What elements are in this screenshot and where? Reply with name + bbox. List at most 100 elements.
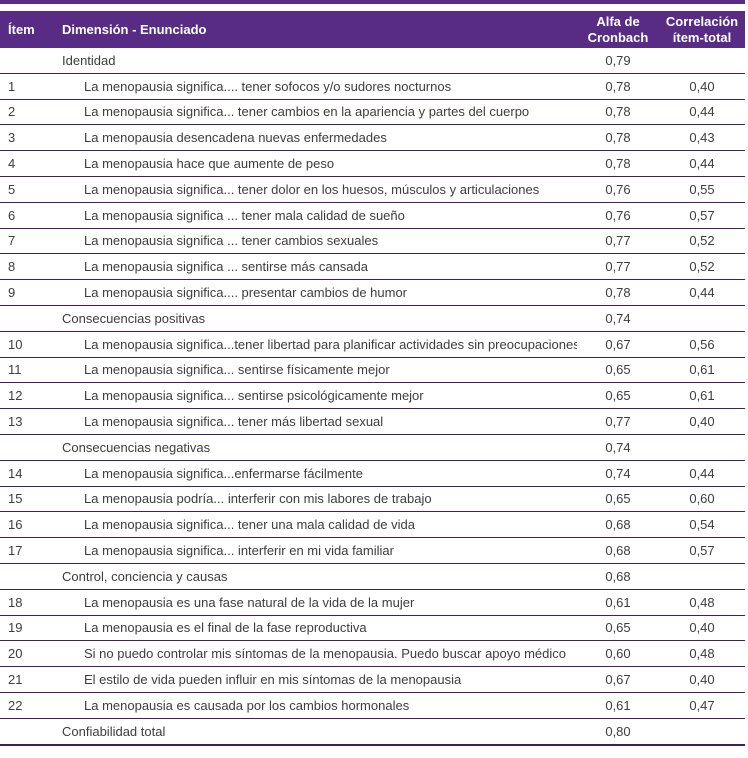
alfa-value: 0,65 xyxy=(577,357,659,384)
item-row: 5 La menopausia significa... tener dolor … xyxy=(0,176,745,203)
top-accent-bar xyxy=(0,0,745,4)
item-number: 9 xyxy=(0,279,54,306)
alfa-value: 0,65 xyxy=(577,486,659,513)
item-number: 6 xyxy=(0,202,54,229)
item-row: 11 La menopausia significa... sentirse fí… xyxy=(0,357,745,384)
item-number: 12 xyxy=(0,382,54,410)
item-number: 18 xyxy=(0,589,54,616)
item-number: 19 xyxy=(0,615,54,642)
alfa-value: 0,78 xyxy=(577,99,659,126)
correlacion-value xyxy=(659,305,745,332)
item-number xyxy=(0,718,54,746)
alfa-value: 0,80 xyxy=(577,718,659,746)
item-row: 4 La menopausia hace que aumente de peso 0… xyxy=(0,150,745,177)
enunciado-text: La menopausia es causada por los cambios… xyxy=(54,692,577,719)
section-row: Consecuencias negativas 0,74 xyxy=(0,434,745,461)
alfa-value: 0,76 xyxy=(577,176,659,203)
item-row: 2 La menopausia significa... tener cambio… xyxy=(0,99,745,126)
item-number: 5 xyxy=(0,176,54,203)
item-row: 12 La menopausia significa... sentirse ps… xyxy=(0,382,745,410)
item-row: 19 La menopausia es el final de la fase r… xyxy=(0,615,745,642)
correlacion-value xyxy=(659,434,745,461)
alfa-value: 0,77 xyxy=(577,228,659,255)
correlacion-value: 0,44 xyxy=(659,150,745,177)
alfa-value: 0,78 xyxy=(577,124,659,152)
section-row: Control, conciencia y causas 0,68 xyxy=(0,563,745,590)
alfa-value: 0,77 xyxy=(577,408,659,435)
item-number xyxy=(0,563,54,590)
enunciado-text: La menopausia es una fase natural de la … xyxy=(54,589,577,616)
enunciado-text: La menopausia significa...tener libertad… xyxy=(54,331,577,358)
enunciado-text: La menopausia significa... tener más lib… xyxy=(54,408,577,435)
enunciado-text: Control, conciencia y causas xyxy=(54,563,577,590)
item-number: 11 xyxy=(0,357,54,384)
item-row: 13 La menopausia significa... tener más l… xyxy=(0,408,745,435)
alfa-value: 0,74 xyxy=(577,305,659,332)
alfa-value: 0,65 xyxy=(577,615,659,642)
enunciado-text: Identidad xyxy=(54,48,577,74)
item-number: 8 xyxy=(0,253,54,281)
enunciado-text: La menopausia significa... sentirse físi… xyxy=(54,357,577,384)
item-row: 21 El estilo de vida pueden influir en mi… xyxy=(0,666,745,693)
item-row: 14 La menopausia significa...enfermarse f… xyxy=(0,460,745,487)
item-number: 14 xyxy=(0,460,54,487)
item-row: 1 La menopausia significa.... tener sofoc… xyxy=(0,73,745,100)
item-number: 4 xyxy=(0,150,54,177)
alfa-value: 0,77 xyxy=(577,253,659,281)
section-row: Consecuencias positivas 0,74 xyxy=(0,305,745,332)
item-number: 22 xyxy=(0,692,54,719)
header-dimension: Dimensión - Enunciado xyxy=(54,11,577,48)
correlacion-value: 0,57 xyxy=(659,537,745,564)
correlacion-value xyxy=(659,48,745,74)
enunciado-text: La menopausia desencadena nuevas enferme… xyxy=(54,124,577,152)
correlacion-value: 0,44 xyxy=(659,99,745,126)
enunciado-text: La menopausia es el final de la fase rep… xyxy=(54,615,577,642)
enunciado-text: La menopausia significa.... tener sofoco… xyxy=(54,73,577,100)
item-number: 13 xyxy=(0,408,54,435)
alfa-value: 0,61 xyxy=(577,692,659,719)
correlacion-value: 0,57 xyxy=(659,202,745,229)
correlacion-value: 0,48 xyxy=(659,589,745,616)
item-number xyxy=(0,305,54,332)
enunciado-text: La menopausia significa ... sentirse más… xyxy=(54,253,577,281)
alfa-value: 0,67 xyxy=(577,331,659,358)
alfa-value: 0,68 xyxy=(577,511,659,539)
enunciado-text: La menopausia significa.... presentar ca… xyxy=(54,279,577,306)
alfa-value: 0,79 xyxy=(577,48,659,74)
alfa-value: 0,67 xyxy=(577,666,659,693)
correlacion-value: 0,47 xyxy=(659,692,745,719)
table-header: Ítem Dimensión - Enunciado Alfa de Cronb… xyxy=(0,11,745,48)
item-row: 16 La menopausia significa... tener una m… xyxy=(0,511,745,539)
header-correlacion-item-total: Correlación ítem-total xyxy=(659,11,745,48)
item-number: 10 xyxy=(0,331,54,358)
enunciado-text: La menopausia significa... tener dolor e… xyxy=(54,176,577,203)
correlacion-value: 0,54 xyxy=(659,511,745,539)
enunciado-text: Confiabilidad total xyxy=(54,718,577,746)
alfa-value: 0,74 xyxy=(577,434,659,461)
header-item: Ítem xyxy=(0,11,54,48)
item-number xyxy=(0,48,54,74)
enunciado-text: La menopausia significa ... tener mala c… xyxy=(54,202,577,229)
correlacion-value: 0,44 xyxy=(659,279,745,306)
header-row: Ítem Dimensión - Enunciado Alfa de Cronb… xyxy=(0,11,745,48)
correlacion-value: 0,56 xyxy=(659,331,745,358)
enunciado-text: Consecuencias negativas xyxy=(54,434,577,461)
correlacion-value: 0,40 xyxy=(659,408,745,435)
item-number: 16 xyxy=(0,511,54,539)
item-row: 18 La menopausia es una fase natural de l… xyxy=(0,589,745,616)
correlacion-value: 0,40 xyxy=(659,666,745,693)
enunciado-text: Consecuencias positivas xyxy=(54,305,577,332)
item-number: 1 xyxy=(0,73,54,100)
correlacion-value: 0,60 xyxy=(659,486,745,513)
enunciado-text: La menopausia hace que aumente de peso xyxy=(54,150,577,177)
alfa-value: 0,60 xyxy=(577,640,659,668)
enunciado-text: La menopausia podría... interferir con m… xyxy=(54,486,577,513)
item-number: 2 xyxy=(0,99,54,126)
enunciado-text: La menopausia significa ... tener cambio… xyxy=(54,228,577,255)
enunciado-text: La menopausia significa... tener una mal… xyxy=(54,511,577,539)
item-row: 20 Si no puedo controlar mis síntomas de … xyxy=(0,640,745,668)
alfa-value: 0,68 xyxy=(577,537,659,564)
item-row: 7 La menopausia significa ... tener cambi… xyxy=(0,228,745,255)
header-alfa-cronbach: Alfa de Cronbach xyxy=(577,11,659,48)
